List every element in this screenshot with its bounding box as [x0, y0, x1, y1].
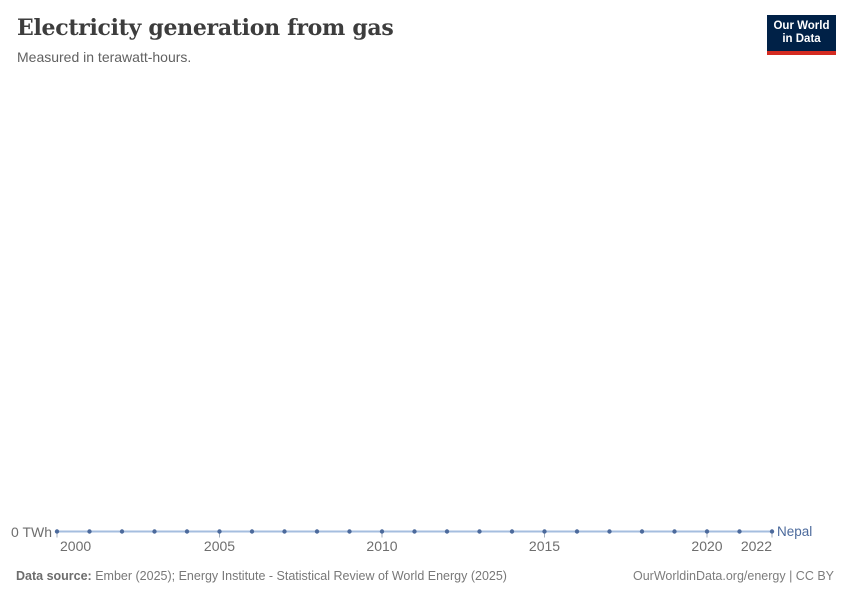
page-title: Electricity generation from gas [17, 15, 394, 41]
data-point[interactable] [509, 529, 515, 534]
data-point[interactable] [477, 529, 482, 534]
data-point[interactable] [119, 529, 125, 534]
data-source-text: Ember (2025); Energy Institute - Statist… [91, 569, 507, 583]
data-point[interactable] [444, 529, 450, 534]
data-point[interactable] [184, 529, 190, 534]
chart-subtitle: Measured in terawatt-hours. [17, 49, 192, 65]
data-source-label: Data source: [16, 569, 92, 583]
license-note: OurWorldinData.org/energy | CC BY [632, 569, 834, 583]
data-point[interactable] [412, 529, 417, 534]
owid-logo-line2: in Data [782, 33, 821, 45]
x-axis-tick-label: 2022 [740, 538, 772, 554]
data-point[interactable] [704, 529, 710, 534]
data-point[interactable] [54, 529, 60, 534]
data-point[interactable] [607, 529, 612, 534]
x-axis-tick-label: 2020 [691, 538, 723, 554]
data-point[interactable] [347, 529, 352, 534]
chart-footer: Data source: Ember (2025); Energy Instit… [16, 569, 834, 583]
data-point[interactable] [639, 529, 645, 534]
data-point[interactable] [249, 529, 255, 534]
y-axis-tick-label: 0 TWh [11, 524, 52, 540]
data-point[interactable] [314, 529, 320, 534]
x-axis-tick-label: 2000 [60, 538, 92, 554]
data-point[interactable] [87, 529, 92, 534]
series-entity-label[interactable]: Nepal [777, 524, 813, 539]
data-point[interactable] [379, 529, 385, 534]
x-axis-tick-label: 2005 [203, 538, 236, 554]
owid-logo-line1: Our World [773, 19, 830, 32]
data-point[interactable] [769, 529, 775, 534]
x-axis-tick-label: 2010 [366, 538, 398, 554]
data-point[interactable] [282, 529, 287, 534]
data-point[interactable] [217, 529, 222, 534]
owid-logo[interactable]: Our World in Data [767, 15, 836, 55]
data-point[interactable] [737, 529, 742, 534]
data-point[interactable] [152, 529, 157, 534]
data-source-note: Data source: Ember (2025); Energy Instit… [16, 569, 507, 583]
data-point[interactable] [672, 529, 677, 534]
data-point[interactable] [542, 529, 547, 534]
x-axis-tick-label: 2015 [528, 538, 561, 554]
data-point[interactable] [574, 529, 580, 534]
